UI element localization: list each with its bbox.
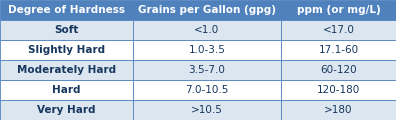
Text: >180: >180 (324, 105, 353, 115)
Text: Grains per Gallon (gpg): Grains per Gallon (gpg) (138, 5, 276, 15)
Text: Hard: Hard (52, 85, 80, 95)
Text: ppm (or mg/L): ppm (or mg/L) (297, 5, 381, 15)
FancyBboxPatch shape (133, 20, 281, 40)
Text: Slightly Hard: Slightly Hard (28, 45, 105, 55)
Text: Degree of Hardness: Degree of Hardness (8, 5, 125, 15)
FancyBboxPatch shape (0, 100, 133, 120)
FancyBboxPatch shape (0, 80, 133, 100)
FancyBboxPatch shape (0, 20, 133, 40)
FancyBboxPatch shape (281, 100, 396, 120)
FancyBboxPatch shape (281, 40, 396, 60)
FancyBboxPatch shape (133, 100, 281, 120)
FancyBboxPatch shape (133, 80, 281, 100)
Text: 60-120: 60-120 (320, 65, 357, 75)
FancyBboxPatch shape (281, 60, 396, 80)
FancyBboxPatch shape (133, 40, 281, 60)
Text: 1.0-3.5: 1.0-3.5 (188, 45, 225, 55)
Text: 7.0-10.5: 7.0-10.5 (185, 85, 228, 95)
FancyBboxPatch shape (133, 60, 281, 80)
FancyBboxPatch shape (281, 20, 396, 40)
FancyBboxPatch shape (0, 40, 133, 60)
Text: <1.0: <1.0 (194, 25, 219, 35)
FancyBboxPatch shape (0, 60, 133, 80)
Text: 17.1-60: 17.1-60 (318, 45, 359, 55)
Text: >10.5: >10.5 (191, 105, 223, 115)
Text: Very Hard: Very Hard (37, 105, 95, 115)
Text: 120-180: 120-180 (317, 85, 360, 95)
FancyBboxPatch shape (281, 80, 396, 100)
Text: Soft: Soft (54, 25, 78, 35)
Text: Moderately Hard: Moderately Hard (17, 65, 116, 75)
Text: <17.0: <17.0 (323, 25, 354, 35)
FancyBboxPatch shape (281, 0, 396, 20)
FancyBboxPatch shape (133, 0, 281, 20)
Text: 3.5-7.0: 3.5-7.0 (188, 65, 225, 75)
FancyBboxPatch shape (0, 0, 133, 20)
